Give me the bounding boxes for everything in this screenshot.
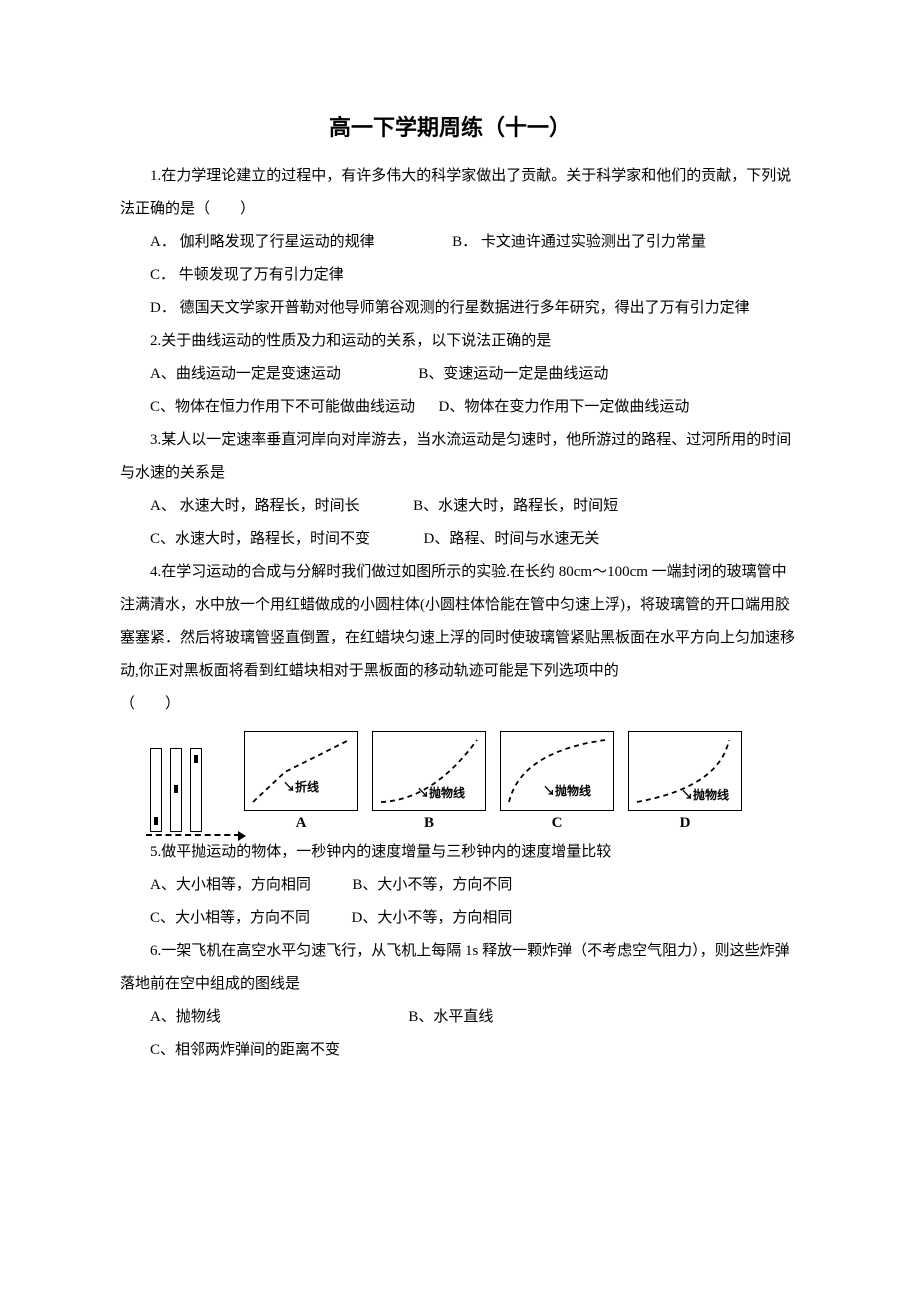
q5-opt-b: B、大小不等，方向不同 [352, 877, 512, 893]
tube-2 [170, 748, 182, 832]
q2-opt-b: B、变速运动一定是曲线运动 [418, 366, 608, 382]
q6-opt-a: A、抛物线 [150, 1009, 221, 1025]
q1-opt-a: A． 伽利略发现了行星运动的规律 [150, 234, 375, 250]
q5-opt-d: D、大小不等，方向相同 [352, 910, 513, 926]
q6-stem: 6.一架飞机在高空水平匀速飞行，从飞机上每隔 1s 释放一颗炸弹（不考虑空气阻力… [120, 935, 800, 1001]
q5-opt-c: C、大小相等，方向不同 [150, 910, 310, 926]
panel-col-d: ↘抛物线 D [628, 731, 742, 832]
q1-opt-b: B． 卡文迪许通过实验测出了引力常量 [452, 234, 706, 250]
curve-a-svg [245, 732, 357, 810]
panel-a-letter: A [296, 815, 307, 832]
ground-dash [146, 834, 240, 836]
q1-opt-c: C． 牛顿发现了万有引力定律 [120, 259, 800, 292]
q3-opt-c: C、水速大时，路程长，时间不变 [150, 531, 370, 547]
q2-opt-d: D、物体在变力作用下一定做曲线运动 [439, 399, 690, 415]
q3-opt-a: A、 水速大时，路程长，时间长 [150, 498, 360, 514]
panel-col-b: ↘抛物线 B [372, 731, 486, 832]
arrow-right-icon [238, 831, 246, 841]
q2-options-ab: A、曲线运动一定是变速运动 B、变速运动一定是曲线运动 [120, 358, 800, 391]
q1-options-ab: A． 伽利略发现了行星运动的规律 B． 卡文迪许通过实验测出了引力常量 [120, 226, 800, 259]
wax-dot [194, 755, 198, 763]
panel-col-a: ↘折线 A [244, 731, 358, 832]
tube-1 [150, 748, 162, 832]
q6-opt-c: C、相邻两炸弹间的距离不变 [120, 1034, 800, 1067]
q2-stem: 2.关于曲线运动的性质及力和运动的关系，以下说法正确的是 [120, 325, 800, 358]
q5-opt-a: A、大小相等，方向相同 [150, 877, 311, 893]
tube-3 [190, 748, 202, 832]
curve-d-label: ↘抛物线 [681, 786, 729, 803]
q6-options-ab: A、抛物线 B、水平直线 [120, 1001, 800, 1034]
wax-dot [154, 817, 158, 825]
panel-col-c: ↘抛物线 C [500, 731, 614, 832]
panel-c: ↘抛物线 [500, 731, 614, 811]
page: 高一下学期周练（十一） 1.在力学理论建立的过程中，有许多伟大的科学家做出了贡献… [0, 0, 920, 1302]
q3-opt-b: B、水速大时，路程长，时间短 [413, 498, 618, 514]
q5-stem: 5.做平抛运动的物体，一秒钟内的速度增量与三秒钟内的速度增量比较 [120, 836, 800, 869]
q4-figure: ↘折线 A ↘抛物线 B ↘抛物线 C [150, 731, 800, 832]
q3-stem: 3.某人以一定速率垂直河岸向对岸游去，当水流运动是匀速时，他所游过的路程、过河所… [120, 424, 800, 490]
q5-options-ab: A、大小相等，方向相同 B、大小不等，方向不同 [120, 869, 800, 902]
q2-opt-c: C、物体在恒力作用下不可能做曲线运动 [150, 399, 415, 415]
q5-options-cd: C、大小相等，方向不同 D、大小不等，方向相同 [120, 902, 800, 935]
q3-options-ab: A、 水速大时，路程长，时间长 B、水速大时，路程长，时间短 [120, 490, 800, 523]
page-title: 高一下学期周练（十一） [100, 110, 800, 142]
wax-dot [174, 785, 178, 793]
curve-a-label: ↘折线 [283, 778, 319, 795]
panel-b-letter: B [424, 815, 434, 832]
q6-opt-b: B、水平直线 [408, 1009, 493, 1025]
q3-opt-d: D、路程、时间与水速无关 [424, 531, 600, 547]
panel-d: ↘抛物线 [628, 731, 742, 811]
q3-options-cd: C、水速大时，路程长，时间不变 D、路程、时间与水速无关 [120, 523, 800, 556]
curve-b-label: ↘抛物线 [417, 784, 465, 801]
panel-a: ↘折线 [244, 731, 358, 811]
q4-stem: 4.在学习运动的合成与分解时我们做过如图所示的实验.在长约 80cm～100cm… [120, 556, 800, 721]
q2-options-cd: C、物体在恒力作用下不可能做曲线运动 D、物体在变力作用下一定做曲线运动 [120, 391, 800, 424]
panel-b: ↘抛物线 [372, 731, 486, 811]
q1-opt-d: D． 德国天文学家开普勒对他导师第谷观测的行星数据进行多年研究，得出了万有引力定… [120, 292, 800, 325]
tube-group [150, 748, 230, 832]
q2-opt-a: A、曲线运动一定是变速运动 [150, 366, 341, 382]
q1-stem: 1.在力学理论建立的过程中，有许多伟大的科学家做出了贡献。关于科学家和他们的贡献… [120, 160, 800, 226]
panel-c-letter: C [552, 815, 563, 832]
curve-c-label: ↘抛物线 [543, 782, 591, 799]
panel-d-letter: D [680, 815, 691, 832]
